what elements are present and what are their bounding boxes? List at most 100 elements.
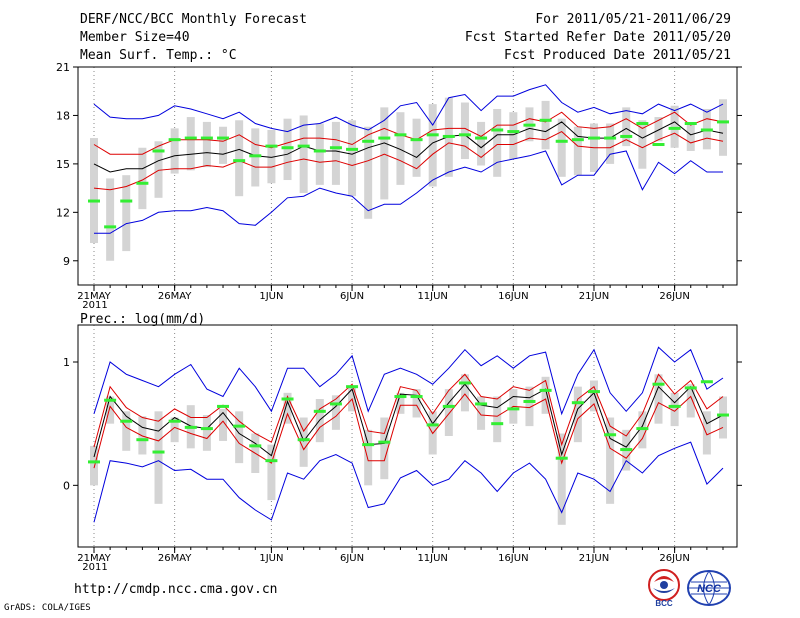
median-marker [152,149,165,153]
median-marker [604,136,617,140]
median-marker [362,443,375,447]
ensemble-box [589,380,598,412]
panel-title: Prec.: log(mm/d) [80,312,205,327]
ensemble-box [719,99,727,156]
ensemble-box [477,396,486,430]
series-upper-line [93,373,724,448]
plot-frame [77,324,738,548]
median-marker [571,401,584,405]
ensemble-box [299,417,308,467]
median-marker [136,181,149,185]
ensemble-box [122,411,131,451]
median-marker [297,438,310,442]
ncc-logo: NCC [687,570,731,606]
median-marker [604,433,617,437]
ensemble-box [267,444,276,501]
ensemble-box [557,118,566,177]
median-marker [442,134,455,138]
ensemble-box [396,112,405,185]
median-marker [587,390,600,394]
ensemble-box [606,123,615,164]
median-marker [249,154,262,158]
year-label: 2011 [82,562,107,573]
ensemble-box [138,147,147,210]
x-tick-label: 6JUN [340,291,364,302]
median-marker [555,456,568,460]
median-marker [217,404,230,408]
ensemble-box [364,126,373,219]
ensemble-box [557,433,566,525]
x-tick-label: 1JUN [259,553,283,564]
ensemble-box [106,396,115,424]
series-mean-line [93,383,724,458]
y-tick-label: 15 [56,158,70,171]
chart-title: DERF/NCC/BCC Monthly Forecast [80,12,307,27]
ensemble-box [573,386,582,443]
median-marker [265,459,278,463]
ensemble-box [493,396,502,443]
x-tick-label: 16JUN [498,291,528,302]
median-marker [136,438,149,442]
median-marker [426,423,439,427]
ensemble-box [202,415,211,451]
ensemble-box [541,100,550,150]
median-marker [700,380,713,384]
ncc-logo-text: NCC [697,583,722,595]
ensemble-box [380,107,389,200]
ensemble-box [460,374,469,412]
ensemble-box [267,129,276,184]
series-min-line [94,150,723,234]
median-marker [200,136,213,140]
grads-credit: GrADS: COLA/IGES [4,603,91,613]
median-marker [104,398,117,402]
forecast-produced-date: Fcst Produced Date 2011/05/21 [504,48,731,63]
ensemble-box [509,112,518,160]
ensemble-box [202,121,211,168]
median-marker [410,138,423,142]
median-marker [571,138,584,142]
ensemble-box [219,126,228,164]
series-max-line [93,84,724,133]
median-marker [168,138,181,142]
x-tick-label: 21JUN [579,291,609,302]
median-marker [652,382,665,386]
median-marker [329,146,342,150]
ensemble-box [654,374,663,424]
median-marker [475,402,488,406]
ensemble-box [541,376,550,414]
ensemble-box [170,128,179,174]
median-marker [168,419,181,423]
median-marker [636,122,649,126]
median-marker [684,122,697,126]
median-marker [523,123,536,127]
median-marker [233,424,246,428]
median-marker [684,386,697,390]
median-marker [458,381,471,385]
ensemble-box [686,384,695,418]
ensemble-box [670,105,679,148]
ensemble-box [138,416,147,455]
source-url[interactable]: http://cmdp.ncc.cma.gov.cn [74,582,278,597]
median-marker [717,120,729,124]
median-marker [88,460,100,464]
x-tick-label: 16JUN [498,553,528,564]
ensemble-box [122,175,131,252]
median-marker [539,118,552,122]
median-marker [539,388,552,392]
median-marker [249,444,262,448]
median-marker [233,159,246,163]
y-tick-label: 9 [63,255,70,268]
median-marker [507,407,520,411]
median-marker [297,144,310,148]
median-marker [104,225,117,229]
median-marker [120,199,133,203]
median-marker [620,134,633,138]
median-marker [184,136,197,140]
ensemble-box [90,138,98,244]
bcc-logo-text: BCC [655,599,673,608]
member-size-label: Member Size=40 [80,30,190,45]
median-marker [281,397,294,401]
ensemble-box [622,107,631,147]
ensemble-box [251,128,260,187]
